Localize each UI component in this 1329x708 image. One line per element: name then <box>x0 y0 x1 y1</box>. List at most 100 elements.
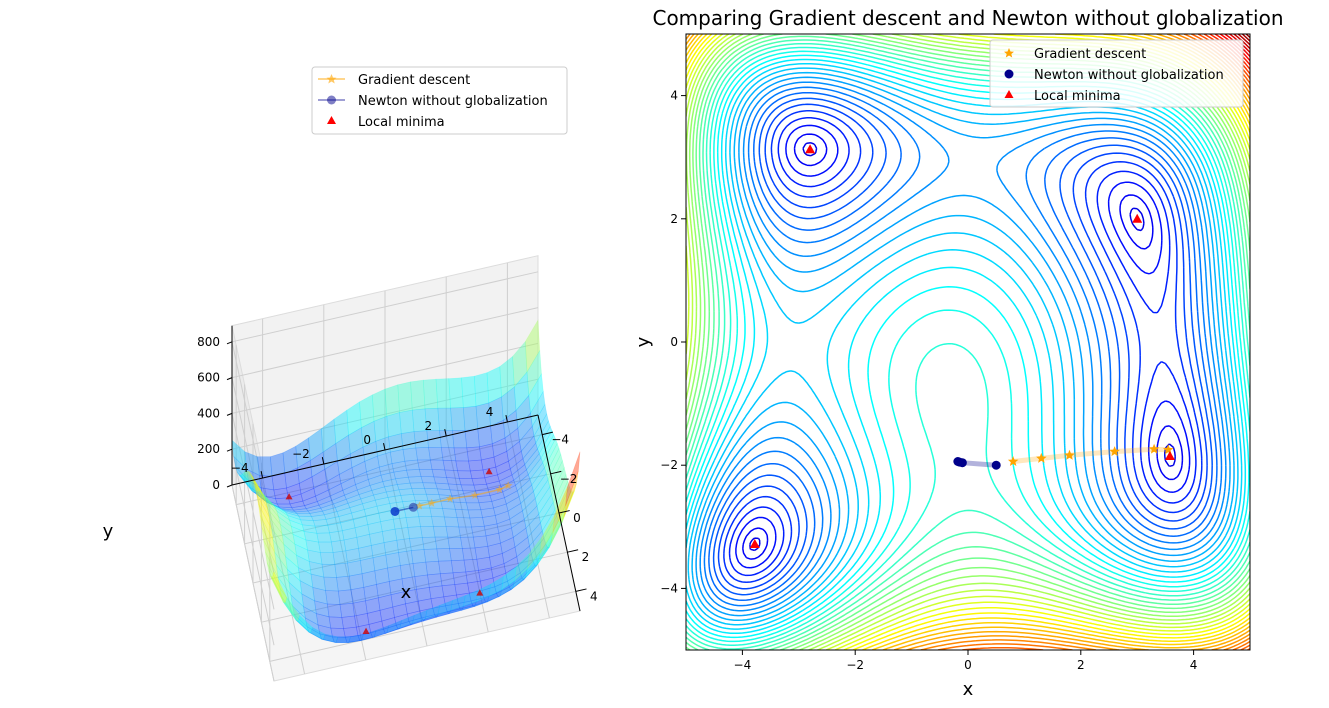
surface-patch <box>308 631 324 640</box>
surface-patch <box>332 550 348 565</box>
surface-patch <box>486 480 502 491</box>
surface-patch <box>303 606 319 626</box>
contour-level <box>691 71 1235 621</box>
surface-patch <box>525 553 541 578</box>
surface-patch <box>381 528 398 543</box>
y-tick-label: 4 <box>670 89 678 103</box>
surface-patch <box>483 523 500 537</box>
surface-patch <box>314 600 330 618</box>
surface-patch <box>533 472 549 500</box>
grid-line <box>231 307 539 379</box>
surface-patch <box>485 532 501 547</box>
surface-patch <box>378 510 394 523</box>
surface-patch <box>453 501 469 511</box>
surface-patch <box>466 446 482 462</box>
surface-patch <box>388 578 405 596</box>
surface-patch <box>507 572 523 588</box>
y-tick-label-3d: −4 <box>231 461 249 475</box>
surface-patch <box>434 611 450 618</box>
y-tick-label: 0 <box>670 335 678 349</box>
surface-patch <box>364 455 380 473</box>
surface-patch <box>294 510 311 515</box>
axes-3d: −4 −2 0 2 4 −4 −2 0 2 4 0 200 400 600 800 <box>197 325 598 612</box>
surface-patch <box>385 552 401 569</box>
y-axis-label-3d: y <box>103 521 114 542</box>
surface-patch <box>483 593 499 603</box>
surface-patch <box>336 575 352 592</box>
surface-patch <box>513 371 530 412</box>
surface-patch <box>534 546 550 567</box>
y-tick-3d <box>444 429 447 437</box>
surface-patch <box>417 459 433 470</box>
surface-patch <box>458 478 475 486</box>
surface-patch <box>267 508 283 534</box>
surface-patch <box>266 562 282 597</box>
surface-patch <box>420 525 436 538</box>
surface-patch <box>479 443 495 461</box>
grid-line <box>231 342 539 414</box>
surface-patch <box>284 467 300 489</box>
surface-patch <box>258 474 275 491</box>
surface-patch <box>249 486 266 501</box>
surface-patch <box>341 527 358 541</box>
surface-patch <box>508 577 525 591</box>
surface-patch <box>282 509 298 515</box>
surface-patch <box>311 514 327 522</box>
newton-point-3d <box>390 506 400 516</box>
surface-patch <box>294 543 310 563</box>
surface-patch <box>495 460 511 476</box>
surface-patch <box>258 503 274 540</box>
surface-patch <box>332 636 348 643</box>
surface-patch <box>334 502 351 512</box>
surface-patch <box>383 539 399 556</box>
surface-patch <box>492 572 508 588</box>
surface-patch <box>352 600 368 617</box>
surface-patch <box>552 473 569 511</box>
surface-patch <box>489 491 505 502</box>
surface-patch <box>323 511 340 520</box>
surface-patch <box>499 356 515 398</box>
surface-patch <box>411 488 427 495</box>
x-tick-label: 2 <box>1077 658 1085 672</box>
surface-patch <box>541 508 558 540</box>
surface-patch <box>286 482 302 499</box>
x-tick-label-3d: 0 <box>573 511 581 525</box>
gridlines-3d <box>231 262 576 682</box>
contour-level <box>723 110 1203 584</box>
surface-patch <box>310 573 326 591</box>
surface-patch <box>276 503 293 509</box>
surface-patch <box>410 379 426 411</box>
surface-patch <box>301 524 318 534</box>
surface-patch <box>424 488 440 496</box>
surface-patch <box>485 595 501 603</box>
surface-patch <box>337 453 353 475</box>
surface-patch <box>406 468 422 478</box>
z-tick-label-3d: 800 <box>197 335 220 349</box>
surface-patch <box>359 557 376 575</box>
surface-patch <box>504 490 520 505</box>
gradient-descent-path-3d <box>419 484 509 507</box>
surface-patch <box>324 461 340 483</box>
surface-patch <box>494 580 510 594</box>
surface-patch <box>292 508 309 513</box>
surface-patch <box>380 471 396 482</box>
surface-patch <box>373 625 390 638</box>
surface-patch <box>390 591 406 608</box>
surface-patch <box>269 575 286 604</box>
surface-patch <box>231 439 247 470</box>
surface-patch <box>319 633 335 643</box>
surface-patch <box>233 455 249 482</box>
surface-patch <box>301 593 317 615</box>
surface-patch <box>384 384 400 417</box>
surface-patch <box>362 440 378 462</box>
surface-patch <box>329 489 345 501</box>
x-axis-label: x <box>963 679 974 700</box>
surface-patch <box>387 565 403 582</box>
gradient-descent-point <box>1007 456 1019 466</box>
surface-patch <box>491 497 507 509</box>
surface-patch <box>298 515 314 522</box>
triangle-icon <box>1004 90 1014 98</box>
grid-line <box>384 449 428 647</box>
surface-patch <box>338 512 354 524</box>
surface-patch <box>312 587 328 605</box>
